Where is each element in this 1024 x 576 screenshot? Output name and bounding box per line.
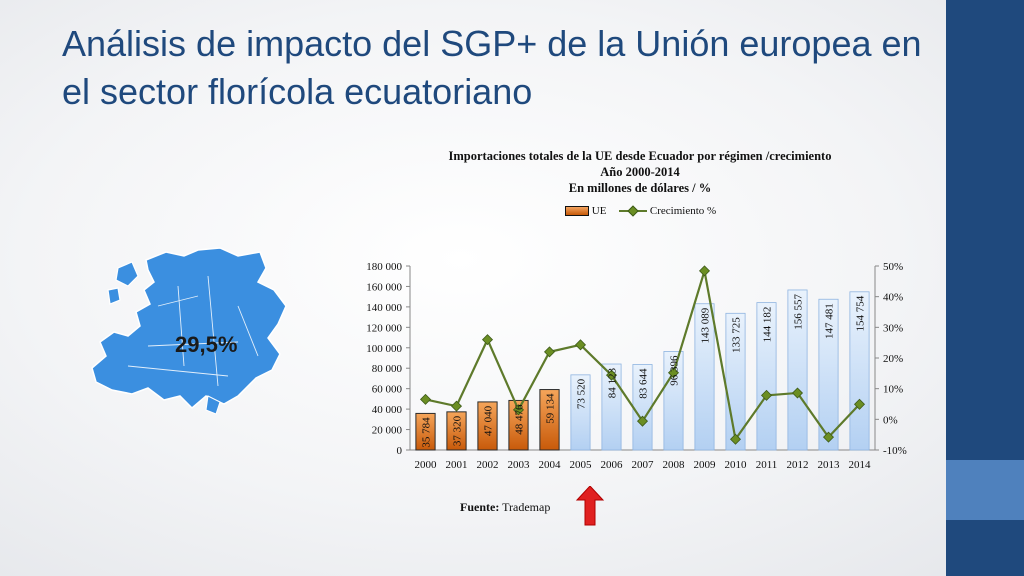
y-left-tick-label: 140 000 <box>366 302 402 314</box>
y-left-tick-label: 80 000 <box>372 363 403 375</box>
bar-data-label: 35 784 <box>421 417 433 448</box>
growth-point-2010 <box>729 433 742 445</box>
growth-point-2000 <box>419 393 432 405</box>
legend-bar-swatch <box>565 206 589 217</box>
legend-bar-label: UE <box>591 205 607 217</box>
legend-item-bar: UE <box>565 205 609 217</box>
bar-series <box>415 289 870 451</box>
x-tick-label: 2014 <box>849 459 872 471</box>
growth-point-2012 <box>791 387 804 399</box>
legend-line-swatch <box>619 206 648 216</box>
bar-data-label: 96 396 <box>669 355 681 386</box>
bar-2000 <box>415 412 436 451</box>
chart-legend: UE Crecimiento % <box>565 205 726 217</box>
growth-point-2006 <box>605 369 618 381</box>
x-tick-label: 2004 <box>539 459 562 471</box>
bar-data-label: 84 123 <box>607 368 619 399</box>
slide-title: Análisis de impacto del SGP+ de la Unión… <box>62 23 922 112</box>
bar-2009 <box>694 303 715 451</box>
x-tick-label: 2008 <box>663 459 686 471</box>
x-tick-label: 2003 <box>508 459 531 471</box>
y-right-tick-label: 0% <box>883 414 898 426</box>
chart-title: Importaciones totales de la UE desde Ecu… <box>380 148 900 196</box>
bar-2012 <box>787 289 808 451</box>
y-right-tick-label: 30% <box>883 322 903 334</box>
y-left-tick-label: 160 000 <box>366 281 402 293</box>
x-tick-label: 2010 <box>725 459 748 471</box>
chart-title-line-2: Año 2000-2014 <box>600 165 680 179</box>
x-tick-label: 2006 <box>601 459 624 471</box>
growth-point-2014 <box>853 398 866 410</box>
growth-point-2011 <box>760 389 773 401</box>
bar-2004 <box>539 389 560 451</box>
y-right-tick-label: 10% <box>883 384 903 396</box>
growth-point-2004 <box>543 346 556 358</box>
side-band-accent <box>946 460 1024 520</box>
bar-2011 <box>756 302 777 451</box>
chart-title-line-3: En millones de dólares / % <box>568 181 712 195</box>
legend-line-label: Crecimiento % <box>649 205 717 217</box>
line-series <box>419 265 866 445</box>
europe-map-icon <box>88 246 298 416</box>
bar-data-label: 147 481 <box>824 303 836 339</box>
bar-data-label: 37 320 <box>452 415 464 446</box>
growth-point-2001 <box>450 400 463 412</box>
y-left-tick-label: 120 000 <box>366 322 402 334</box>
bar-data-label: 47 040 <box>483 405 495 436</box>
growth-point-2007 <box>636 415 649 427</box>
bar-data-label: 156 557 <box>793 293 805 329</box>
legend-item-line: Crecimiento % <box>619 205 716 217</box>
x-tick-label: 2009 <box>694 459 717 471</box>
bar-data-label: 59 134 <box>545 393 557 424</box>
x-tick-label: 2007 <box>632 459 655 471</box>
x-tick-label: 2001 <box>446 459 468 471</box>
growth-point-2009 <box>698 265 711 277</box>
y-right-tick-label: 50% <box>883 261 903 273</box>
bar-data-label: 73 520 <box>576 378 588 409</box>
x-tick-label: 2013 <box>818 459 841 471</box>
x-tick-label: 2011 <box>756 459 778 471</box>
chart-title-line-1: Importaciones totales de la UE desde Ecu… <box>448 149 832 163</box>
bar-2005 <box>570 374 591 451</box>
bar-2003 <box>508 399 529 451</box>
up-arrow-icon <box>575 486 605 526</box>
combo-chart: 0 20 000 40 000 60 000 80 000 100 000 120 000 1… <box>366 261 907 471</box>
growth-point-2003 <box>512 404 525 416</box>
data-labels: 35 784 37 320 47 040 48 476 59 134 73 520 84 1… <box>421 293 867 447</box>
source-label: Fuente: <box>460 500 500 514</box>
growth-point-2008 <box>667 367 680 379</box>
bar-2013 <box>818 298 839 451</box>
growth-point-2013 <box>822 431 835 443</box>
y-left-tick-label: 20 000 <box>372 425 403 437</box>
bar-2008 <box>663 351 684 451</box>
x-tick-label: 2002 <box>477 459 499 471</box>
bar-data-label: 48 476 <box>514 404 526 435</box>
x-tick-label: 2000 <box>415 459 438 471</box>
bar-2002 <box>477 401 498 451</box>
growth-point-2005 <box>574 339 587 351</box>
y-left-tick-label: 100 000 <box>366 343 402 355</box>
y-left-tick-label: 180 000 <box>366 261 402 273</box>
y-left-tick-label: 60 000 <box>372 384 403 396</box>
y-left-tick-label: 40 000 <box>372 404 403 416</box>
bar-2006 <box>601 363 622 451</box>
growth-point-2002 <box>481 334 494 346</box>
map-percentage-label: 29,5% <box>175 332 238 357</box>
x-tick-label: 2005 <box>570 459 593 471</box>
bar-2001 <box>446 411 467 451</box>
y-right-tick-label: -10% <box>883 445 907 457</box>
bar-data-label: 83 644 <box>638 368 650 399</box>
y-right-tick-label: 20% <box>883 353 903 365</box>
y-left-tick-label: 0 <box>397 445 403 457</box>
x-tick-label: 2012 <box>787 459 809 471</box>
source-note: Fuente: Trademap <box>460 500 550 515</box>
y-right-tick-label: 40% <box>883 292 903 304</box>
bar-data-label: 154 754 <box>855 295 867 331</box>
bar-data-label: 143 089 <box>700 307 712 343</box>
bar-data-label: 144 182 <box>762 307 774 343</box>
source-value: Trademap <box>502 500 551 514</box>
bar-data-label: 133 725 <box>731 317 743 353</box>
